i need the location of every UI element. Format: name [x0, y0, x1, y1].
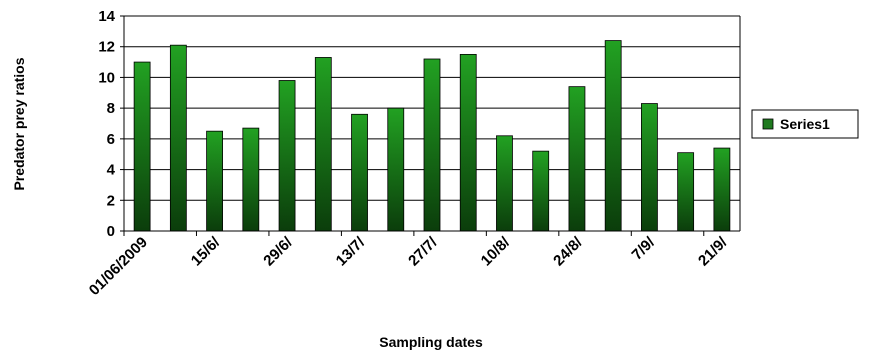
x-tick-label: 10/8/ — [478, 233, 514, 269]
bar — [243, 128, 259, 231]
bar — [352, 114, 368, 231]
legend-swatch — [763, 119, 773, 129]
x-tick-label: 24/8/ — [550, 233, 586, 269]
bar — [424, 59, 440, 231]
x-tick-label: 13/7/ — [333, 233, 369, 269]
bar — [678, 153, 694, 231]
y-axis-title: Predator prey ratios — [11, 57, 27, 190]
x-tick-label: 7/9/ — [629, 233, 659, 263]
x-tick-label: 15/6/ — [188, 233, 224, 269]
x-tick-labels: 01/06/2009 15/6/29/6/13/7/27/7/10/8/24/8/… — [86, 233, 731, 299]
bar — [714, 148, 730, 231]
y-tick-label: 4 — [107, 162, 116, 179]
x-tick-label: 29/6/ — [260, 233, 296, 269]
bar — [533, 151, 549, 231]
x-tick-label: 21/9/ — [695, 233, 731, 269]
y-tick-label: 0 — [107, 223, 115, 240]
bars — [134, 41, 730, 231]
y-tick-label: 12 — [98, 39, 115, 56]
y-tick-label: 14 — [98, 8, 115, 25]
bar — [279, 81, 295, 232]
bar — [315, 57, 331, 231]
bar — [496, 136, 512, 231]
x-tick-label: 27/7/ — [405, 233, 441, 269]
bar — [170, 45, 186, 231]
x-tick-label: 01/06/2009 — [86, 234, 151, 299]
legend: Series1 — [752, 110, 858, 138]
bar — [388, 108, 404, 231]
y-tick-label: 8 — [107, 100, 115, 117]
bar — [641, 104, 657, 231]
y-tick-label: 6 — [107, 131, 115, 148]
bar — [134, 62, 150, 231]
y-tick-label: 10 — [98, 69, 115, 86]
bar — [605, 41, 621, 231]
bar — [207, 131, 223, 231]
legend-label: Series1 — [780, 116, 830, 132]
x-axis-title: Sampling dates — [379, 334, 483, 350]
y-tick-label: 2 — [107, 192, 115, 209]
bar — [569, 87, 585, 231]
y-tick-labels: 0 2 4 6 8 10 12 14 — [98, 8, 115, 240]
bar — [460, 54, 476, 231]
